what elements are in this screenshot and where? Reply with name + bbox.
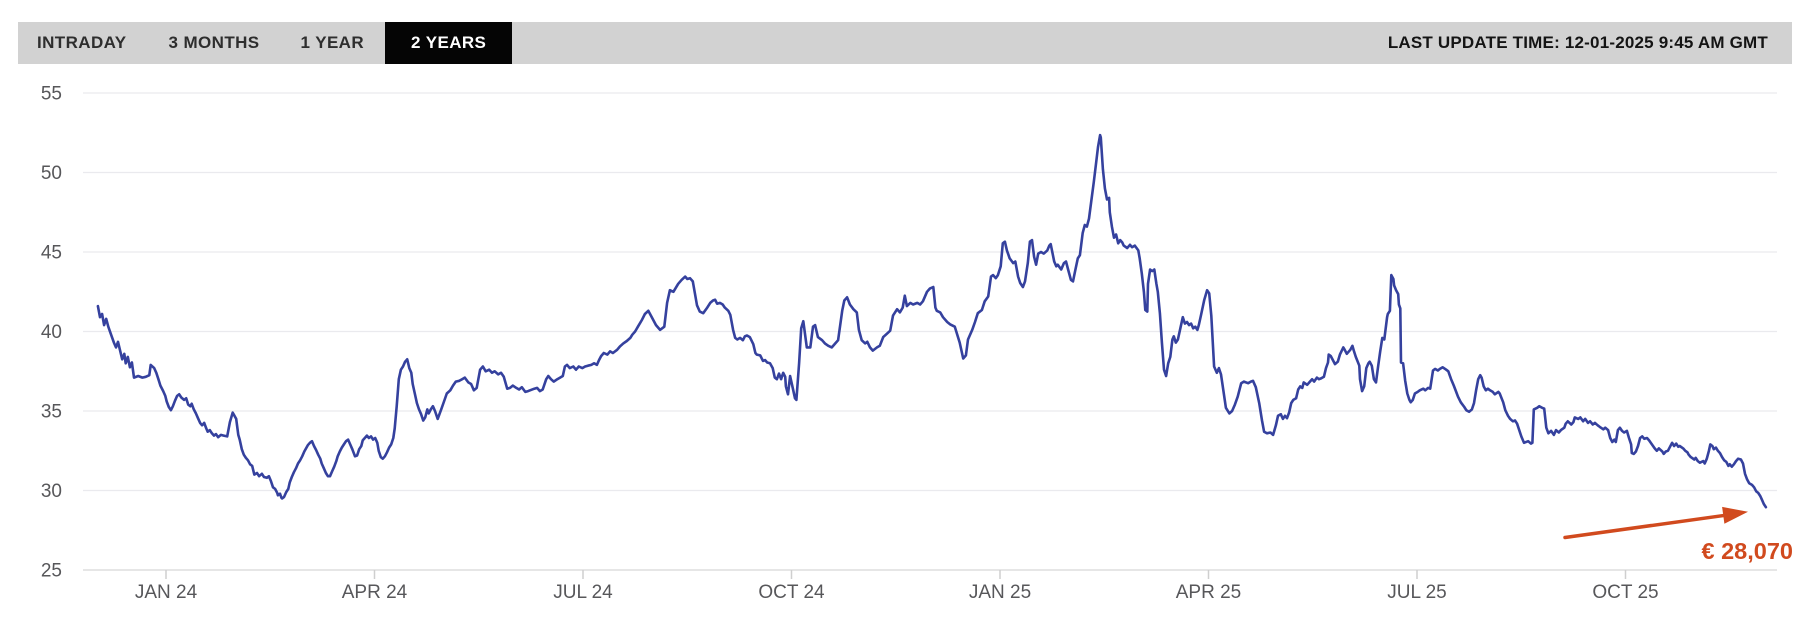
x-axis-label: JUL 25	[1387, 582, 1447, 603]
tab-1-year[interactable]: 1 YEAR	[301, 22, 365, 64]
tab-intraday[interactable]: INTRADAY	[37, 22, 126, 64]
annotation-arrow-head	[1722, 506, 1748, 524]
y-axis-label: 35	[41, 402, 62, 423]
x-axis-label: APR 24	[342, 582, 408, 603]
price-line	[96, 133, 1768, 509]
x-axis-label: APR 25	[1176, 582, 1241, 603]
x-axis-label: OCT 25	[1592, 582, 1658, 603]
last-update-label: LAST UPDATE TIME: 12-01-2025 9:45 AM GMT	[1387, 33, 1768, 52]
x-axis-label: JAN 25	[969, 582, 1031, 603]
y-axis-label: 30	[41, 481, 62, 502]
annotation-arrow-shaft	[1563, 513, 1728, 540]
tab-2-years[interactable]: 2 YEARS	[385, 22, 513, 64]
y-axis-label: 40	[41, 322, 62, 343]
x-axis-label: OCT 24	[758, 582, 825, 603]
y-axis-label: 55	[41, 84, 62, 105]
x-axis-label: JAN 24	[135, 582, 198, 603]
x-axis-label: JUL 24	[553, 582, 613, 603]
y-axis-label: 25	[41, 561, 62, 582]
y-axis-label: 50	[41, 163, 62, 184]
tab-3-months[interactable]: 3 MONTHS	[168, 22, 259, 64]
y-axis-label: 45	[41, 243, 62, 264]
range-toolbar: INTRADAY 3 MONTHS 1 YEAR 2 YEARS LAST UP…	[18, 22, 1792, 64]
price-annotation-label: € 28,070	[1702, 538, 1793, 564]
